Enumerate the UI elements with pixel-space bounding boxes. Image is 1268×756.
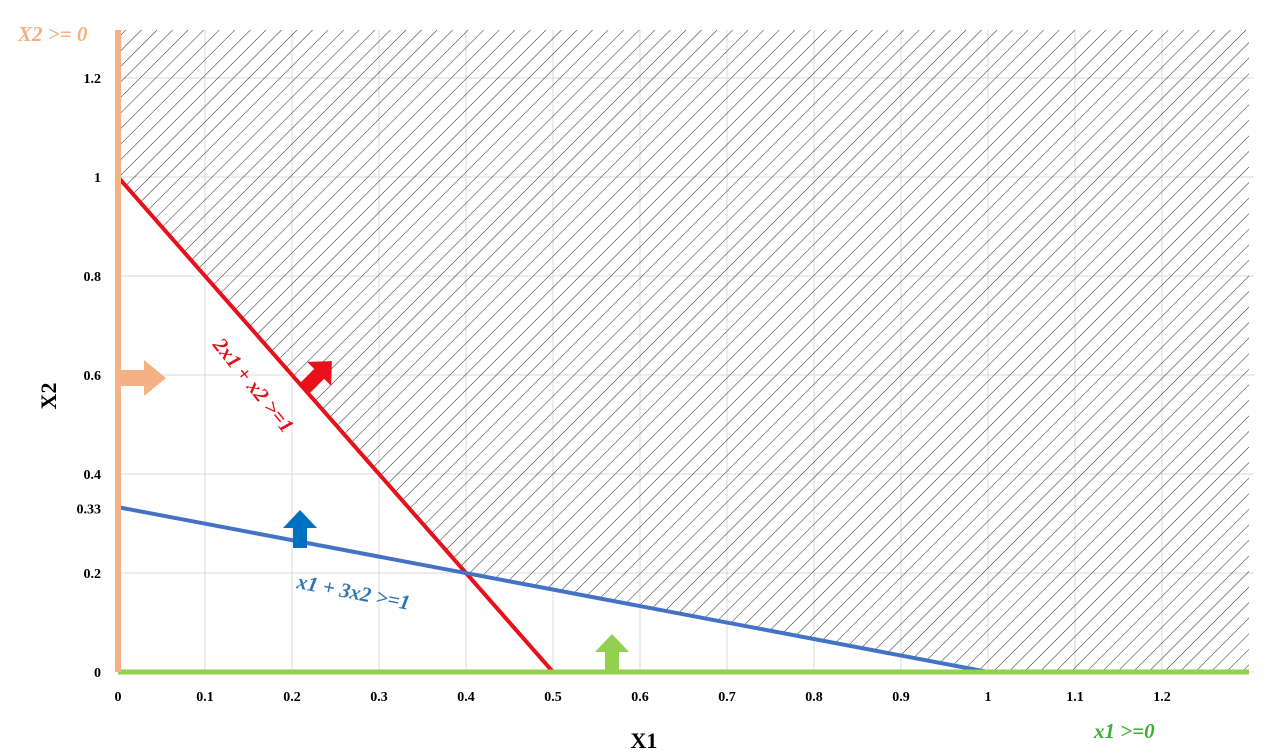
red-constraint-line (116, 175, 555, 674)
x-tick-label: 0.3 (370, 690, 388, 705)
y-tick-label: 0 (94, 666, 101, 681)
x-tick-label: 1 (985, 690, 992, 705)
blue-constraint-arrow (283, 510, 317, 548)
y-tick-labels: 0 0.2 0.33 0.4 0.6 0.8 1 1.2 (77, 72, 102, 681)
green-constraint-arrow (595, 634, 629, 672)
x-tick-label: 1.1 (1066, 690, 1084, 705)
feasible-region-hatch (118, 30, 1249, 672)
x-tick-labels: 0 0.1 0.2 0.3 0.4 0.5 0.6 0.7 0.8 0.9 1 1.1 1.2 (115, 690, 1171, 705)
peach-constraint-arrow (120, 360, 166, 396)
peach-constraint-label: X2 >= 0 (17, 22, 88, 46)
x-tick-label: 0.9 (892, 690, 910, 705)
blue-constraint-line (117, 505, 989, 674)
y-tick-label: 1 (94, 171, 101, 186)
y-axis-title: X2 (36, 383, 61, 410)
green-constraint-label: x1 >=0 (1093, 719, 1155, 743)
x-axis-title: X1 (631, 728, 658, 753)
y-tick-label: 0.8 (84, 270, 102, 285)
x-tick-label: 0.8 (805, 690, 823, 705)
y-tick-label: 1.2 (84, 72, 102, 87)
x-tick-label: 0.6 (631, 690, 649, 705)
x-tick-label: 0.2 (283, 690, 301, 705)
x-tick-label: 1.2 (1153, 690, 1171, 705)
y-tick-label: 0.2 (84, 567, 102, 582)
series-lines (115, 30, 1249, 675)
blue-constraint-label: x1 + 3x2 >=1 (294, 569, 412, 615)
x-tick-label: 0.4 (457, 690, 475, 705)
constraint-arrows (120, 360, 629, 672)
x-tick-label: 0.5 (544, 690, 562, 705)
y-tick-label: 0.6 (84, 369, 102, 384)
x-tick-label: 0.1 (196, 690, 214, 705)
y-tick-label: 0.33 (77, 503, 102, 518)
red-constraint-arrow (300, 361, 332, 393)
x-tick-label: 0.7 (718, 690, 736, 705)
x-tick-label: 0 (115, 690, 122, 705)
y-tick-label: 0.4 (84, 468, 102, 483)
